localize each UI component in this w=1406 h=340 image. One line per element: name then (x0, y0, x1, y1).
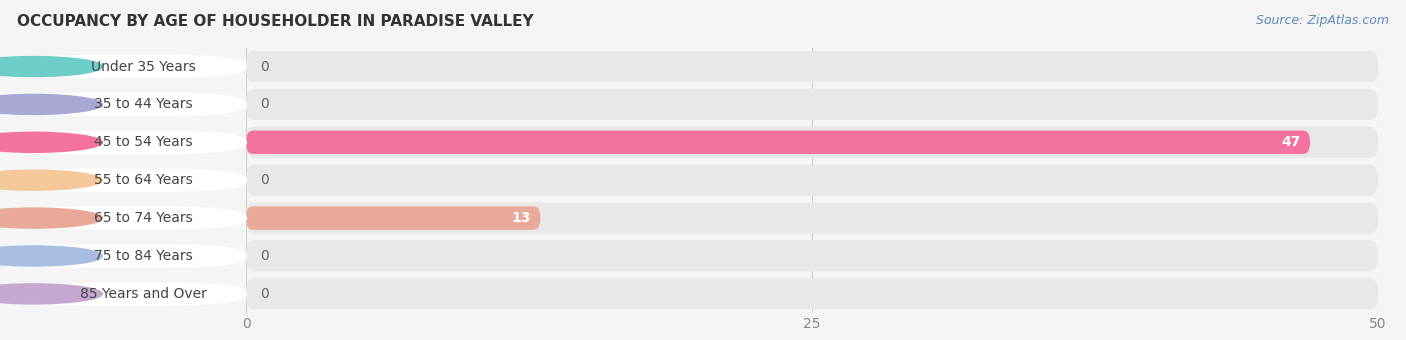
FancyBboxPatch shape (246, 127, 1378, 158)
Text: 35 to 44 Years: 35 to 44 Years (94, 98, 193, 112)
FancyBboxPatch shape (246, 278, 1378, 309)
Text: 85 Years and Over: 85 Years and Over (80, 287, 207, 301)
FancyBboxPatch shape (13, 168, 247, 192)
FancyBboxPatch shape (246, 240, 1378, 272)
FancyBboxPatch shape (13, 206, 247, 230)
FancyBboxPatch shape (13, 244, 247, 268)
Text: 45 to 54 Years: 45 to 54 Years (94, 135, 193, 149)
Circle shape (0, 246, 103, 266)
FancyBboxPatch shape (13, 131, 247, 154)
FancyBboxPatch shape (13, 282, 247, 306)
Text: Under 35 Years: Under 35 Years (90, 59, 195, 73)
Text: 0: 0 (260, 173, 269, 187)
Circle shape (0, 284, 103, 304)
FancyBboxPatch shape (246, 165, 1378, 196)
Text: 13: 13 (512, 211, 531, 225)
Text: Source: ZipAtlas.com: Source: ZipAtlas.com (1256, 14, 1389, 27)
Text: 65 to 74 Years: 65 to 74 Years (94, 211, 193, 225)
Text: OCCUPANCY BY AGE OF HOUSEHOLDER IN PARADISE VALLEY: OCCUPANCY BY AGE OF HOUSEHOLDER IN PARAD… (17, 14, 533, 29)
Circle shape (0, 95, 103, 115)
Text: 0: 0 (260, 287, 269, 301)
Circle shape (0, 170, 103, 190)
Text: 0: 0 (260, 59, 269, 73)
Circle shape (0, 132, 103, 152)
FancyBboxPatch shape (13, 93, 247, 116)
FancyBboxPatch shape (13, 55, 247, 78)
Text: 0: 0 (260, 249, 269, 263)
Text: 55 to 64 Years: 55 to 64 Years (94, 173, 193, 187)
FancyBboxPatch shape (246, 206, 540, 230)
Text: 75 to 84 Years: 75 to 84 Years (94, 249, 193, 263)
Text: 47: 47 (1281, 135, 1301, 149)
FancyBboxPatch shape (246, 203, 1378, 234)
Text: 0: 0 (260, 98, 269, 112)
FancyBboxPatch shape (246, 131, 1310, 154)
Circle shape (0, 208, 103, 228)
FancyBboxPatch shape (246, 51, 1378, 82)
FancyBboxPatch shape (246, 89, 1378, 120)
Circle shape (0, 56, 103, 76)
